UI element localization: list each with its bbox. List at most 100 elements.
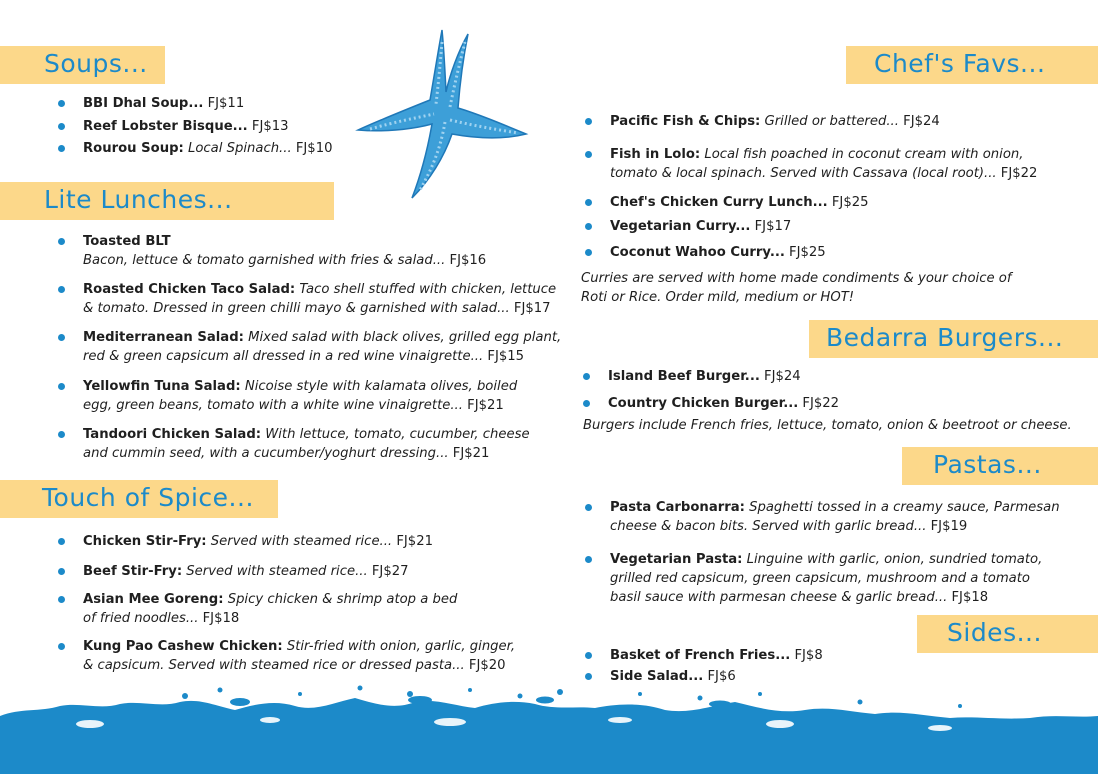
menu-item: Mediterranean Salad: Mixed salad with bl… [58, 328, 562, 366]
item-name: Basket of French Fries... [610, 648, 791, 663]
menu-item: Vegetarian Curry... FJ$17 [585, 217, 792, 236]
bullet-icon [585, 556, 592, 563]
menu-item: Pacific Fish & Chips: Grilled or battere… [585, 112, 940, 131]
menu-item: Chef's Chicken Curry Lunch... FJ$25 [585, 193, 869, 212]
menu-item: Rourou Soup: Local Spinach... FJ$10 [58, 139, 333, 158]
menu-item: Island Beef Burger... FJ$24 [583, 367, 801, 386]
bullet-icon [58, 334, 65, 341]
note-line: Roti or Rice. Order mild, medium or HOT! [581, 290, 855, 305]
item-desc: cheese & bacon bits. Served with garlic … [610, 519, 927, 534]
item-price: FJ$21 [448, 446, 490, 461]
bullet-icon [585, 249, 592, 256]
bullet-icon [583, 373, 590, 380]
lite-lunches-banner: Lite Lunches... [0, 182, 334, 220]
bullet-icon [58, 123, 65, 130]
item-desc: Served with steamed rice... [182, 564, 368, 579]
item-price: FJ$25 [827, 195, 869, 210]
bullet-icon [58, 383, 65, 390]
soups-title: Soups... [44, 49, 148, 78]
menu-item: Coconut Wahoo Curry... FJ$25 [585, 243, 826, 262]
item-desc: Spaghetti tossed in a creamy sauce, Parm… [744, 500, 1060, 515]
item-price: FJ$10 [291, 141, 333, 156]
item-price: FJ$19 [926, 519, 968, 534]
lite-lunches-title: Lite Lunches... [44, 185, 233, 214]
item-desc: basil sauce with parmesan cheese & garli… [610, 590, 948, 605]
item-desc: Taco shell stuffed with chicken, lettuce [295, 282, 557, 297]
item-name: Vegetarian Curry... [610, 219, 751, 234]
item-price: FJ$15 [483, 349, 525, 364]
menu-item: Fish in Lolo: Local fish poached in coco… [585, 145, 1038, 183]
menu-item: Asian Mee Goreng: Spicy chicken & shrimp… [58, 590, 458, 628]
item-name: Chef's Chicken Curry Lunch... [610, 195, 828, 210]
item-desc: & capsicum. Served with steamed rice or … [83, 658, 465, 673]
item-price: FJ$6 [703, 669, 736, 684]
bullet-icon [58, 643, 65, 650]
pastas-banner: Pastas... [902, 447, 1098, 485]
bedarra-burgers-banner: Bedarra Burgers... [809, 320, 1098, 358]
item-price: FJ$22 [996, 166, 1038, 181]
item-price: FJ$8 [790, 648, 823, 663]
item-desc: Served with steamed rice... [206, 534, 393, 549]
item-price: FJ$25 [784, 245, 826, 260]
item-desc: & tomato. Dressed in green chilli mayo &… [83, 301, 510, 316]
bullet-icon [58, 431, 65, 438]
bullet-icon [58, 596, 65, 603]
item-price: FJ$20 [464, 658, 506, 673]
menu-item: Vegetarian Pasta: Linguine with garlic, … [585, 550, 1043, 607]
item-price: FJ$18 [947, 590, 989, 605]
menu-item: Beef Stir-Fry: Served with steamed rice.… [58, 562, 409, 581]
item-name: Vegetarian Pasta: [610, 552, 743, 567]
item-price: FJ$17 [750, 219, 792, 234]
item-desc: Bacon, lettuce & tomato garnished with f… [83, 253, 446, 268]
item-desc: grilled red capsicum, green capsicum, mu… [610, 571, 1030, 586]
item-price: FJ$18 [198, 611, 240, 626]
item-name: Fish in Lolo: [610, 147, 701, 162]
menu-item: Tandoori Chicken Salad: With lettuce, to… [58, 425, 530, 463]
bullet-icon [58, 286, 65, 293]
item-name: Beef Stir-Fry: [83, 564, 183, 579]
menu-item: BBI Dhal Soup... FJ$11 [58, 94, 244, 113]
bullet-icon [585, 118, 592, 125]
menu-item: Pasta Carbonarra: Spaghetti tossed in a … [585, 498, 1060, 536]
item-name: Tandoori Chicken Salad: [83, 427, 262, 442]
item-name: Side Salad... [610, 669, 704, 684]
touch-of-spice-title: Touch of Spice... [42, 483, 254, 512]
bullet-icon [58, 238, 65, 245]
item-name: Country Chicken Burger... [608, 396, 799, 411]
item-name: Pacific Fish & Chips: [610, 114, 761, 129]
touch-of-spice-banner: Touch of Spice... [0, 480, 278, 518]
item-desc: Spicy chicken & shrimp atop a bed [223, 592, 458, 607]
bullet-icon [585, 199, 592, 206]
sides-title: Sides... [947, 618, 1042, 647]
bullet-icon [585, 223, 592, 230]
menu-item: Yellowfin Tuna Salad: Nicoise style with… [58, 377, 518, 415]
chefs-favs-title: Chef's Favs... [874, 49, 1046, 78]
item-desc: Linguine with garlic, onion, sundried to… [742, 552, 1043, 567]
item-price: FJ$21 [462, 398, 504, 413]
soups-banner: Soups... [0, 46, 165, 84]
bullet-icon [58, 100, 65, 107]
menu-item: Side Salad... FJ$6 [585, 667, 736, 686]
sides-banner: Sides... [917, 615, 1098, 653]
item-name: Yellowfin Tuna Salad: [83, 379, 241, 394]
menu-item: Chicken Stir-Fry: Served with steamed ri… [58, 532, 433, 551]
item-name: Mediterranean Salad: [83, 330, 244, 345]
bullet-icon [58, 538, 65, 545]
item-desc: tomato & local spinach. Served with Cass… [610, 166, 997, 181]
menu-item: Reef Lobster Bisque... FJ$13 [58, 117, 289, 136]
item-desc: and cummin seed, with a cucumber/yoghurt… [83, 446, 449, 461]
bullet-icon [58, 145, 65, 152]
item-name: Kung Pao Cashew Chicken: [83, 639, 283, 654]
item-name: Pasta Carbonarra: [610, 500, 745, 515]
item-price: FJ$13 [247, 119, 289, 134]
item-price: FJ$17 [509, 301, 551, 316]
item-price: FJ$22 [798, 396, 840, 411]
item-name: Chicken Stir-Fry: [83, 534, 207, 549]
item-desc: Mixed salad with black olives, grilled e… [243, 330, 562, 345]
burger-note: Burgers include French fries, lettuce, t… [583, 418, 1072, 433]
chefs-favs-banner: Chef's Favs... [846, 46, 1098, 84]
item-desc: Nicoise style with kalamata olives, boil… [240, 379, 518, 394]
item-desc: Local Spinach... [183, 141, 292, 156]
bullet-icon [585, 673, 592, 680]
menu-item: Basket of French Fries... FJ$8 [585, 646, 823, 665]
